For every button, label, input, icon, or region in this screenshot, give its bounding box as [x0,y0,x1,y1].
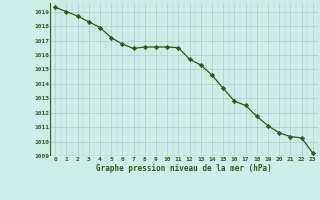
X-axis label: Graphe pression niveau de la mer (hPa): Graphe pression niveau de la mer (hPa) [96,164,272,173]
